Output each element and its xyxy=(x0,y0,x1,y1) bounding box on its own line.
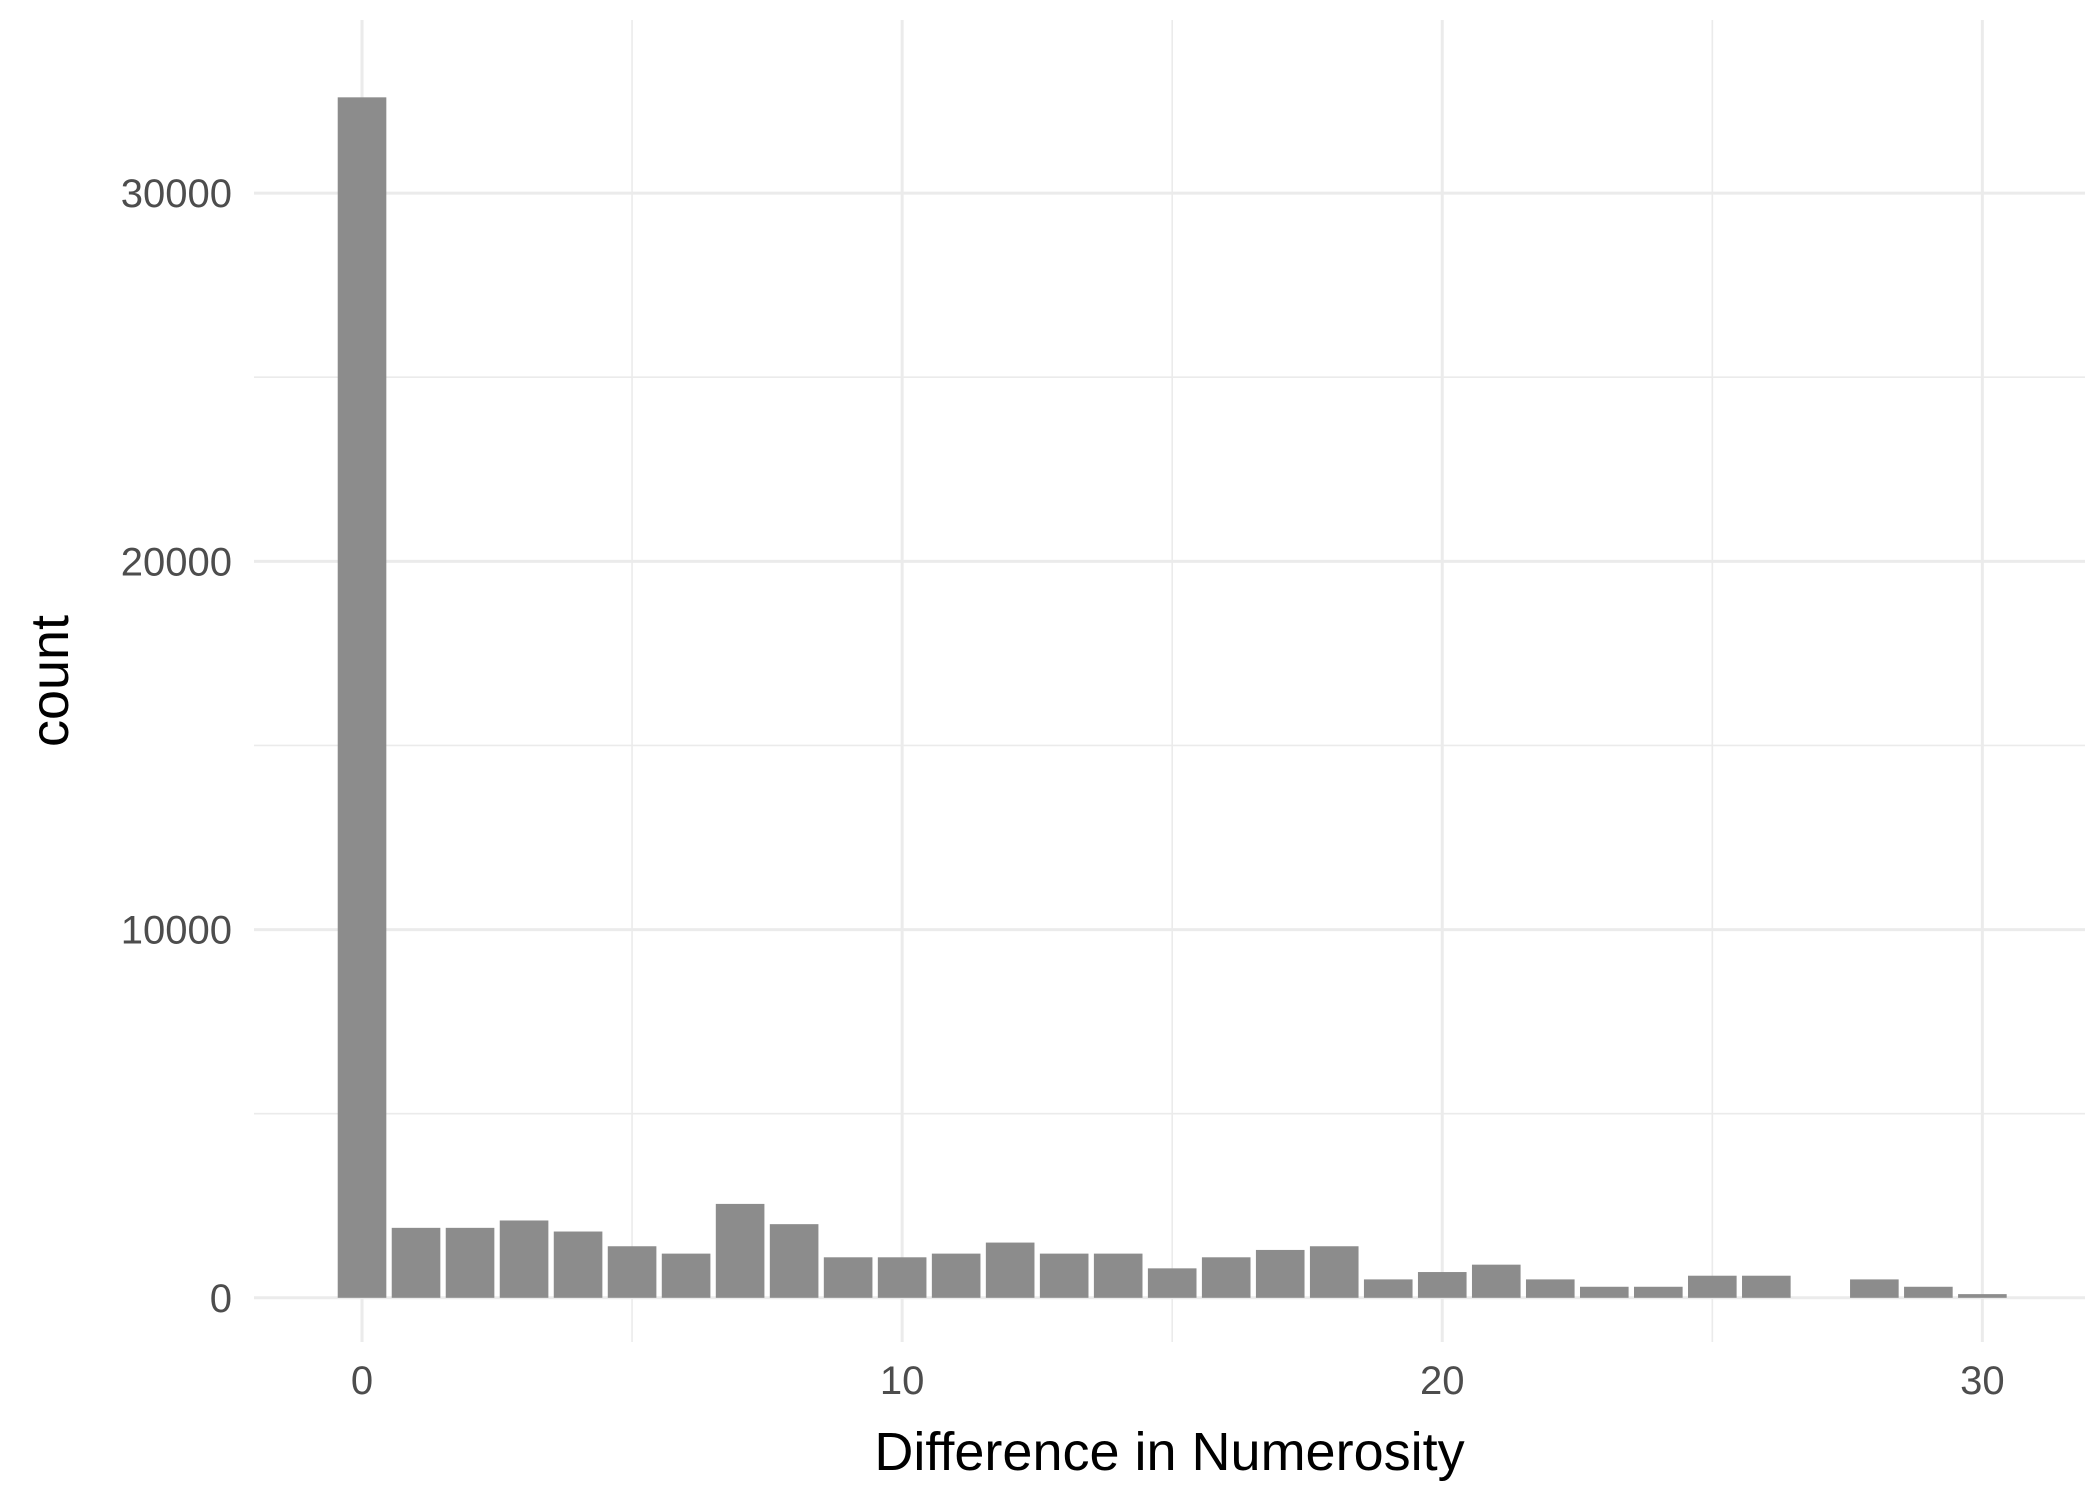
histogram-bar xyxy=(1579,1286,1629,1298)
y-tick-label: 20000 xyxy=(121,540,232,584)
histogram-bar xyxy=(877,1257,927,1298)
histogram-bar xyxy=(1850,1279,1899,1298)
x-tick-label: 30 xyxy=(1960,1359,2005,1403)
histogram-bar xyxy=(1904,1286,1953,1298)
grid-lines xyxy=(254,20,2085,1342)
histogram-bar xyxy=(1471,1264,1521,1298)
histogram-bar xyxy=(769,1224,819,1298)
histogram-bar xyxy=(337,97,387,1298)
y-tick-label: 10000 xyxy=(121,909,232,953)
y-tick-label: 0 xyxy=(210,1277,232,1321)
histogram-bar xyxy=(391,1227,441,1298)
histogram-bar xyxy=(931,1253,981,1298)
x-axis-title: Difference in Numerosity xyxy=(874,1422,1464,1482)
histogram-bar xyxy=(1958,1294,2007,1298)
histogram-bar xyxy=(1417,1272,1467,1298)
x-tick-label: 20 xyxy=(1420,1359,1465,1403)
histogram-bar xyxy=(607,1246,657,1298)
histogram-bar xyxy=(499,1220,549,1298)
histogram-bar xyxy=(1363,1279,1413,1298)
histogram-bar xyxy=(1525,1279,1575,1298)
histogram-bar xyxy=(985,1242,1035,1298)
y-tick-label: 30000 xyxy=(121,172,232,216)
histogram-bar xyxy=(1255,1249,1305,1298)
x-tick-label: 0 xyxy=(351,1359,373,1403)
histogram-bar xyxy=(1742,1275,1791,1298)
histogram-bar xyxy=(715,1203,765,1298)
histogram-bar xyxy=(1688,1275,1737,1298)
histogram-bar xyxy=(1039,1253,1089,1298)
histogram-bar xyxy=(1147,1268,1197,1298)
x-tick-label: 10 xyxy=(880,1359,925,1403)
histogram-bar xyxy=(661,1253,711,1298)
bars xyxy=(337,97,2007,1298)
histogram-bar xyxy=(1309,1246,1359,1298)
tick-labels: 0 10 20 30 0 10000 20000 30000 xyxy=(121,172,2005,1403)
y-axis-title: count xyxy=(20,615,80,747)
histogram-bar xyxy=(823,1257,873,1298)
histogram-bar xyxy=(1093,1253,1143,1298)
histogram-bar xyxy=(1634,1286,1683,1298)
histogram-bar xyxy=(445,1227,495,1298)
histogram-bar xyxy=(553,1231,603,1298)
histogram-bar xyxy=(1201,1257,1251,1298)
